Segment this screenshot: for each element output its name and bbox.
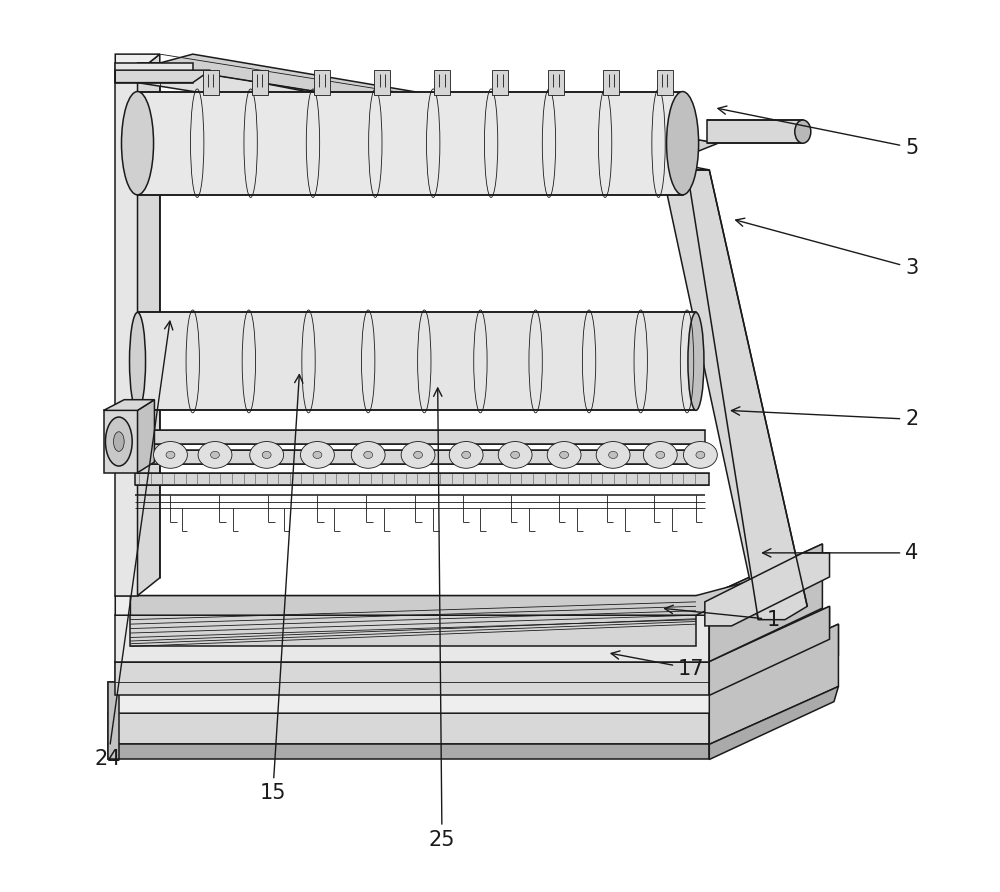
Ellipse shape xyxy=(596,442,630,468)
Polygon shape xyxy=(709,624,838,744)
Text: 25: 25 xyxy=(429,388,455,850)
Bar xyxy=(548,70,564,95)
Polygon shape xyxy=(115,72,138,596)
Bar xyxy=(492,70,508,95)
Ellipse shape xyxy=(696,451,705,458)
Text: 2: 2 xyxy=(731,407,918,429)
Ellipse shape xyxy=(154,442,187,468)
Ellipse shape xyxy=(795,120,811,144)
Text: 15: 15 xyxy=(260,375,303,804)
Bar xyxy=(657,70,673,95)
Ellipse shape xyxy=(667,92,699,194)
Ellipse shape xyxy=(498,442,532,468)
Polygon shape xyxy=(135,450,705,464)
Polygon shape xyxy=(138,54,718,153)
Ellipse shape xyxy=(364,451,373,458)
Ellipse shape xyxy=(688,312,704,410)
Text: 1: 1 xyxy=(665,606,780,630)
Ellipse shape xyxy=(262,451,271,458)
Ellipse shape xyxy=(121,92,154,194)
Ellipse shape xyxy=(313,451,322,458)
Ellipse shape xyxy=(301,442,334,468)
Ellipse shape xyxy=(462,451,471,458)
Polygon shape xyxy=(115,544,822,615)
Polygon shape xyxy=(138,92,683,194)
Ellipse shape xyxy=(449,442,483,468)
Polygon shape xyxy=(135,430,705,444)
Polygon shape xyxy=(108,714,709,744)
Ellipse shape xyxy=(609,451,618,458)
Text: 4: 4 xyxy=(763,543,918,563)
Polygon shape xyxy=(130,615,696,647)
Polygon shape xyxy=(709,544,822,662)
Ellipse shape xyxy=(130,312,146,410)
Ellipse shape xyxy=(683,442,717,468)
Polygon shape xyxy=(108,624,838,714)
Ellipse shape xyxy=(547,442,581,468)
Ellipse shape xyxy=(250,442,284,468)
Text: 24: 24 xyxy=(95,321,173,770)
Bar xyxy=(374,70,390,95)
Bar xyxy=(252,70,268,95)
Ellipse shape xyxy=(211,451,219,458)
Polygon shape xyxy=(138,312,696,410)
Text: 5: 5 xyxy=(718,106,918,158)
Ellipse shape xyxy=(105,417,132,466)
Bar xyxy=(603,70,619,95)
Polygon shape xyxy=(115,607,830,682)
Polygon shape xyxy=(115,54,160,72)
Ellipse shape xyxy=(656,451,665,458)
Polygon shape xyxy=(709,687,838,759)
Polygon shape xyxy=(115,615,709,662)
Polygon shape xyxy=(138,400,154,473)
Ellipse shape xyxy=(414,451,423,458)
Polygon shape xyxy=(104,410,138,473)
Polygon shape xyxy=(665,169,807,620)
Text: 3: 3 xyxy=(736,219,918,278)
Bar xyxy=(203,70,219,95)
Polygon shape xyxy=(108,682,119,759)
Polygon shape xyxy=(115,662,709,696)
Polygon shape xyxy=(705,553,830,626)
Ellipse shape xyxy=(351,442,385,468)
Polygon shape xyxy=(104,400,154,410)
Polygon shape xyxy=(135,473,709,485)
Ellipse shape xyxy=(643,442,677,468)
Ellipse shape xyxy=(166,451,175,458)
Polygon shape xyxy=(138,63,709,169)
Bar xyxy=(314,70,330,95)
Ellipse shape xyxy=(113,432,124,451)
Ellipse shape xyxy=(198,442,232,468)
Polygon shape xyxy=(115,63,193,83)
Polygon shape xyxy=(709,607,830,696)
Polygon shape xyxy=(130,567,803,615)
Ellipse shape xyxy=(401,442,435,468)
Polygon shape xyxy=(115,70,211,83)
Bar xyxy=(434,70,450,95)
Polygon shape xyxy=(707,120,803,144)
Text: 17: 17 xyxy=(611,651,705,679)
Polygon shape xyxy=(108,744,709,759)
Ellipse shape xyxy=(560,451,569,458)
Ellipse shape xyxy=(511,451,520,458)
Polygon shape xyxy=(138,54,160,596)
